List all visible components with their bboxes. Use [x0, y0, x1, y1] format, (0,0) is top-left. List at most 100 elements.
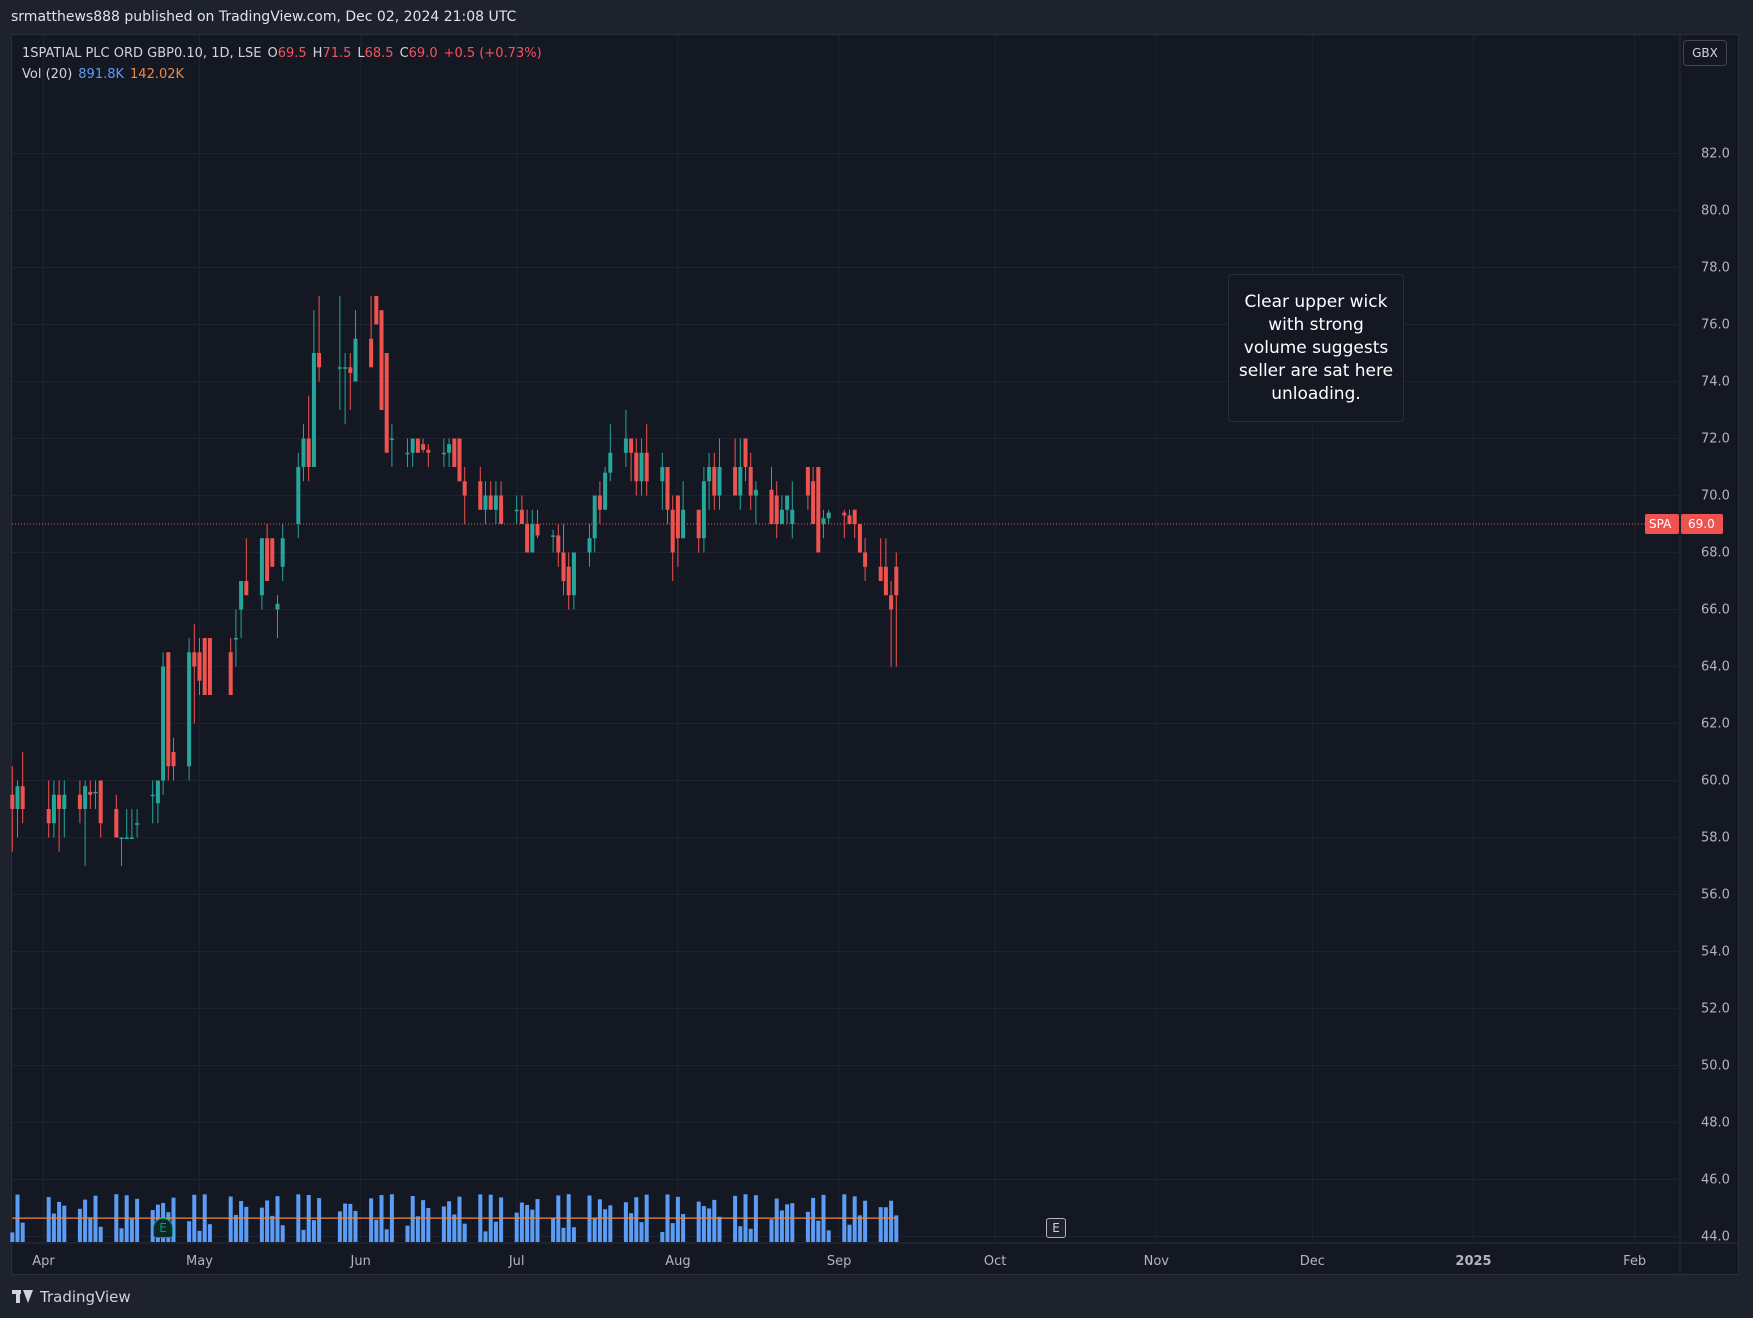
volume-bar [696, 1201, 701, 1242]
candle [379, 310, 384, 410]
volume-bar [826, 1230, 831, 1242]
time-tick-label: Sep [827, 1254, 852, 1269]
legend-vol-label: Vol (20) [22, 67, 73, 82]
candle [852, 509, 857, 539]
candle [483, 481, 488, 524]
candle-body [259, 538, 264, 596]
candle-body [98, 780, 103, 824]
candle-body [519, 509, 524, 524]
candle-body [478, 481, 483, 510]
legend-vol-value: 891.8K [78, 67, 125, 82]
candle-body [883, 566, 888, 596]
candle-body [410, 438, 415, 453]
chart-annotation[interactable]: Clear upper wick with strong volume sugg… [1228, 274, 1404, 422]
price-tag-symbol: SPA [1649, 517, 1672, 531]
candle-body [857, 524, 862, 553]
volume-bar [639, 1222, 644, 1242]
candle-body [525, 524, 530, 553]
chart-frame[interactable] [11, 34, 1739, 1275]
candle-body [280, 538, 285, 567]
time-tick-label: Aug [665, 1254, 690, 1269]
price-tick-label: 58.0 [1701, 831, 1730, 846]
candle [415, 438, 420, 453]
candle [530, 509, 535, 553]
candle-body [816, 467, 821, 553]
candle-body [608, 452, 613, 473]
candle [769, 467, 774, 524]
candle-body [717, 467, 722, 496]
candle [306, 395, 311, 482]
candle [452, 438, 457, 467]
candle [665, 467, 670, 524]
volume-bar [701, 1206, 706, 1242]
candle [457, 438, 462, 482]
volume-bar [779, 1210, 784, 1242]
candle [675, 495, 680, 567]
currency-button[interactable]: GBX [1683, 40, 1727, 66]
price-tick-label: 72.0 [1701, 432, 1730, 447]
volume-bar [233, 1214, 238, 1242]
candle [129, 809, 134, 839]
candle [816, 467, 821, 553]
candle [239, 581, 244, 638]
candle [712, 452, 717, 510]
candle-body [811, 481, 816, 524]
price-tick-label: 44.0 [1701, 1230, 1730, 1245]
volume-bar [675, 1196, 680, 1242]
candle [421, 438, 426, 453]
legend-volume-row[interactable]: Vol (20) 891.8K 142.02K [22, 64, 542, 85]
candle-body [769, 489, 774, 524]
price-tick-label: 46.0 [1701, 1173, 1730, 1188]
footer: TradingView [0, 1276, 1753, 1318]
volume-bar [816, 1220, 821, 1242]
volume-bar [462, 1223, 467, 1242]
price-tick-label: 48.0 [1701, 1116, 1730, 1131]
candle-body [129, 837, 134, 839]
candle-body [452, 438, 457, 467]
candle-body [681, 509, 686, 539]
earnings-marker-may[interactable]: E [153, 1218, 173, 1238]
candle [733, 438, 738, 496]
candle-body [57, 794, 62, 809]
volume-bar [77, 1208, 82, 1242]
candle [623, 410, 628, 467]
candle [670, 495, 675, 581]
candle [405, 438, 410, 467]
volume-bar [62, 1205, 67, 1242]
price-tick-label: 52.0 [1701, 1002, 1730, 1017]
volume-bar [525, 1204, 530, 1242]
candle-body [384, 353, 389, 453]
candle-body [738, 467, 743, 496]
volume-bar [98, 1226, 103, 1242]
candle-body [83, 786, 88, 809]
legend-low: L68.5 [357, 46, 394, 61]
candle-body [88, 791, 93, 795]
candle-body [135, 823, 140, 825]
volume-bar [343, 1203, 348, 1242]
candle [343, 353, 348, 425]
candle-body [192, 652, 197, 667]
time-tick-label: May [186, 1254, 213, 1269]
candle [187, 638, 192, 781]
candle [821, 509, 826, 539]
legend-ohlc-row[interactable]: 1SPATIAL PLC ORD GBP0.10, 1D, LSE O69.5 … [22, 43, 542, 64]
price-tick-label: 62.0 [1701, 717, 1730, 732]
candle [488, 481, 493, 510]
volume-bar [270, 1215, 275, 1242]
earnings-marker-oct[interactable]: E [1046, 1218, 1066, 1238]
candle [233, 609, 238, 667]
time-axis: Apr May Jun Jul Aug Sep Oct Nov Dec 2025 Feb [32, 1254, 1646, 1269]
volume-bar [207, 1224, 212, 1242]
candle-body [483, 495, 488, 510]
candle [337, 296, 342, 410]
volume-bar [597, 1199, 602, 1242]
candle-body [337, 367, 342, 369]
price-tick-label: 50.0 [1701, 1059, 1730, 1074]
candle [171, 737, 176, 781]
volume-bar [852, 1196, 857, 1242]
tradingview-logo[interactable]: TradingView [12, 1288, 131, 1306]
volume-bar [629, 1213, 634, 1242]
candle [551, 529, 556, 553]
volume-bar [889, 1200, 894, 1242]
